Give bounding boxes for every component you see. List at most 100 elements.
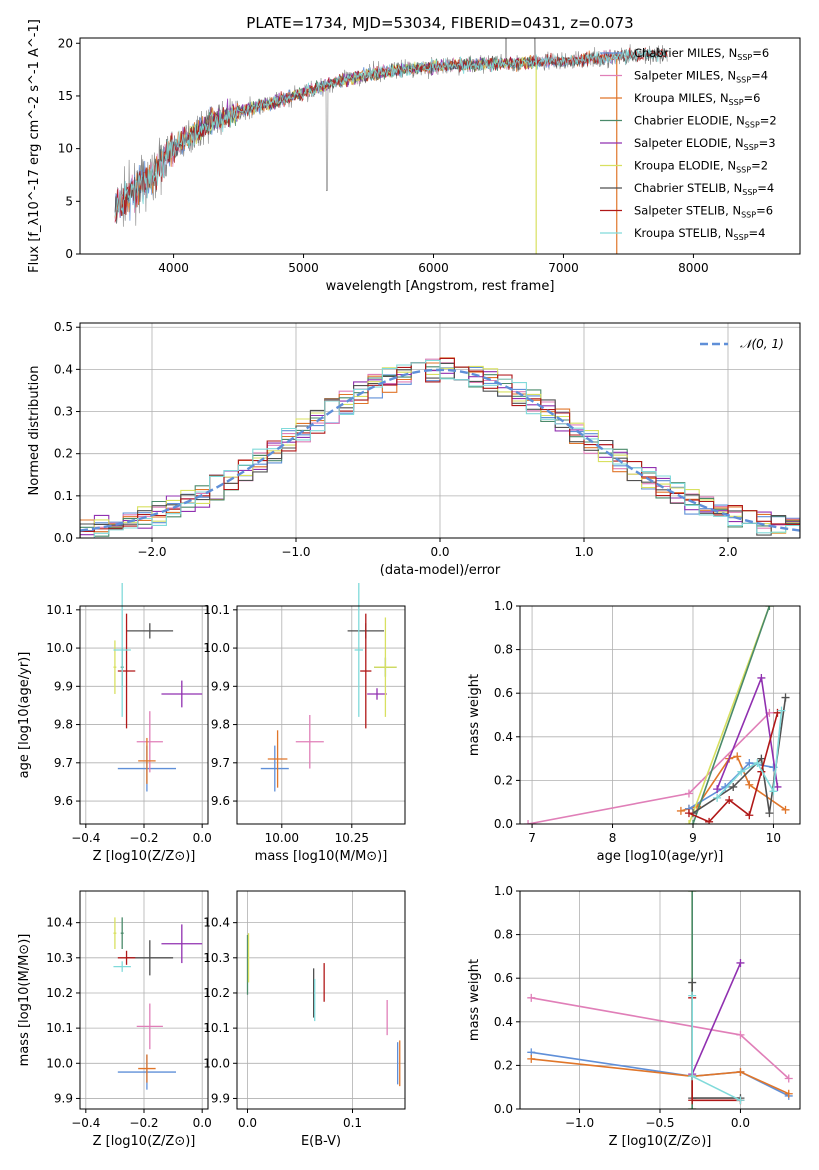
weight-point [769, 787, 778, 796]
weight-point [527, 1054, 536, 1063]
y-tick-label: 20 [58, 36, 73, 50]
weight-lines [524, 606, 790, 824]
legend-entry: 𝒩(0, 1) [740, 337, 784, 351]
axes-frame [236, 890, 406, 1110]
y-axis-label: mass weight [467, 674, 482, 756]
legend-subscript: SSP [729, 98, 744, 107]
y-tick-label: 0.3 [54, 405, 73, 419]
y-tick-label: 10.1 [46, 603, 73, 617]
histograms [80, 357, 800, 538]
legend-entry: Kroupa ELODIE, NSSP=2 [634, 159, 768, 175]
x-tick-label: 8000 [678, 261, 709, 275]
weight-point [733, 752, 742, 761]
x-tick-label: 0.0 [193, 1116, 212, 1130]
legend-subscript: SSP [737, 53, 752, 62]
legend-entry: Salpeter STELIB, NSSP=6 [634, 204, 773, 220]
spectrum-panel: 4000 5000 6000 7000 8000 0 5 10 15 20 wavelength [… [27, 19, 801, 294]
x-tick-label: −0.4 [71, 831, 100, 845]
y-tick-label: 0.2 [54, 447, 73, 461]
weight-point [757, 754, 766, 763]
weight-series [531, 1058, 790, 1095]
weight-series [692, 697, 787, 814]
y-tick-label: 0.6 [494, 971, 513, 985]
x-tick-label: 2.0 [718, 545, 737, 559]
x-axis-label: wavelength [Angstrom, rest frame] [326, 279, 555, 294]
y-tick-label: 0.0 [54, 531, 73, 545]
y-tick-label: 9.6 [211, 794, 230, 808]
legend-count: =2 [751, 159, 768, 173]
spectrum-lines [114, 38, 668, 254]
errorbar-panel: 10.00 10.25 9.6 9.7 9.8 9.9 10.0 10.1 mass [log1… [203, 583, 406, 864]
weight-lines [527, 891, 793, 1109]
model-spectrum [114, 48, 668, 217]
weight-point [527, 993, 536, 1002]
weight-series [691, 995, 741, 1102]
weight-point [781, 805, 790, 814]
y-tick-label: 0.2 [494, 1058, 513, 1072]
y-tick-label: 9.8 [54, 718, 73, 732]
y-tick-label: 10.1 [46, 1021, 73, 1035]
weight-point [688, 1096, 697, 1105]
y-tick-label: 0.8 [494, 643, 513, 657]
y-tick-label: 0.0 [494, 817, 513, 831]
x-axis-label: E(B-V) [301, 1134, 341, 1149]
legend-entry: Salpeter ELODIE, NSSP=3 [634, 136, 776, 152]
y-tick-label: 10.0 [203, 1056, 230, 1070]
weight-point [736, 1096, 745, 1105]
weight-point [757, 673, 766, 682]
legend-subscript: SSP [744, 143, 759, 152]
legend-entry: Chabrier MILES, NSSP=6 [634, 46, 769, 62]
weight-point [745, 811, 754, 820]
x-tick-label: 0.0 [731, 1116, 750, 1130]
legend-count: =2 [760, 114, 777, 128]
weight-point [676, 806, 685, 815]
weight-point [725, 796, 734, 805]
y-axis-label: mass weight [467, 959, 482, 1041]
legend-subscript: SSP [742, 188, 757, 197]
weight-point [773, 708, 782, 717]
figure-title: PLATE=1734, MJD=53034, FIBERID=0431, z=0… [246, 14, 633, 32]
weight-point [684, 820, 693, 824]
x-tick-label: 1.0 [574, 545, 593, 559]
x-tick-label: −0.5 [645, 1116, 674, 1130]
x-tick-label: −2.0 [137, 545, 166, 559]
x-axis-label: (data-model)/error [380, 563, 501, 578]
x-axis-label: age [log10(age/yr)] [597, 849, 724, 864]
y-tick-label: 10.0 [46, 1056, 73, 1070]
weight-point [729, 782, 738, 791]
y-tick-label: 10.2 [46, 986, 73, 1000]
y-tick-label: 9.7 [54, 756, 73, 770]
y-tick-label: 9.9 [54, 679, 73, 693]
weight-series [691, 962, 742, 1075]
weight-point [745, 780, 754, 789]
x-tick-label: −0.2 [129, 831, 158, 845]
axes-frame [236, 605, 406, 825]
y-axis-label: age [log10(age/yr)] [17, 652, 32, 779]
y-tick-label: 10.1 [203, 1021, 230, 1035]
histogram-series [80, 359, 800, 538]
x-tick-label: 8 [609, 831, 617, 845]
weight-point [736, 958, 745, 967]
legend-entry: Kroupa STELIB, NSSP=4 [634, 226, 765, 242]
x-axis-label: Z [log10(Z/Z⊙)] [93, 1134, 196, 1149]
legend-count: =6 [752, 46, 769, 60]
y-axis-label: Flux [f_λ10^-17 erg cm^-2 s^-1 A^-1] [27, 19, 42, 273]
y-tick-label: 15 [58, 89, 73, 103]
x-tick-label: 9 [689, 831, 697, 845]
y-axis-label: mass [log10(M/M⊙)] [17, 934, 32, 1067]
weight-point [688, 991, 697, 1000]
x-axis-label: mass [log10(M/M⊙)] [255, 849, 388, 864]
y-tick-label: 0.6 [494, 686, 513, 700]
weight-point [688, 1072, 697, 1081]
weight-point [688, 978, 697, 987]
legend-entry: Chabrier ELODIE, NSSP=2 [634, 114, 777, 130]
x-tick-label: 10.00 [265, 831, 299, 845]
mass-weight-panel: 7 8 9 10 0.0 0.2 0.4 0.6 0.8 1.0 age [log10(age/yr… [467, 599, 801, 864]
weight-point [753, 758, 762, 767]
x-tick-label: −1.0 [281, 545, 310, 559]
x-axis-label: Z [log10(Z/Z⊙)] [609, 1134, 712, 1149]
weight-point [765, 606, 774, 610]
errorbar-panel: 0.0 0.1 9.9 10.0 10.1 10.2 10.3 10.4 E(B-V) [203, 890, 406, 1149]
weight-point [713, 785, 722, 794]
